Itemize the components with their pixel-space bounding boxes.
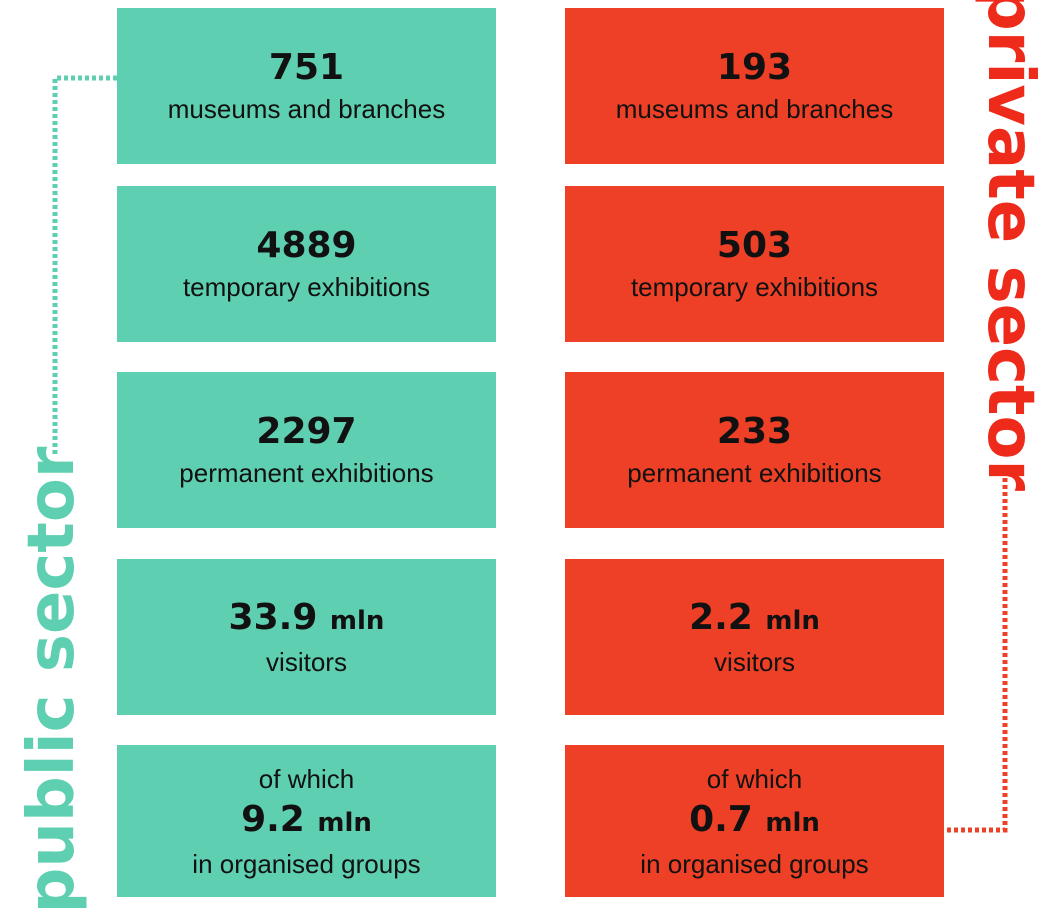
stat-unit: mln [765, 605, 820, 636]
stat-value: 2297 [256, 411, 357, 452]
stat-text: visitors [714, 646, 795, 677]
public-connector [52, 75, 117, 455]
stat-text: in organised groups [192, 848, 421, 879]
stat-value: 193 [716, 47, 793, 88]
stat-number-line: 2297 [256, 409, 356, 455]
stat-text: in organised groups [640, 848, 869, 879]
stat-number-line: 4889 [256, 223, 356, 269]
prefix: of which [258, 763, 355, 794]
stat-card: of which 9.2 mln in organised groups [117, 745, 496, 897]
stat-text: permanent exhibitions [179, 458, 434, 488]
stat-value: 9.2 [241, 798, 305, 840]
stat-number-line: 0.7 mln [689, 797, 820, 846]
stat-text: museums and branches [167, 94, 446, 124]
stat-text: visitors [266, 646, 347, 677]
stat-card: 4889 temporary exhibitions [117, 186, 496, 342]
stat-card: 2297 permanent exhibitions [117, 372, 496, 528]
stat-value: 503 [716, 225, 793, 266]
stat-value: 33.9 [228, 596, 318, 638]
stat-value: 751 [268, 47, 345, 88]
stat-number-line: 193 [717, 45, 792, 91]
stat-text: temporary exhibitions [630, 272, 879, 302]
stat-number-line: 2.2 mln [689, 595, 820, 644]
stat-card: 33.9 mln visitors [117, 559, 496, 715]
stat-card: of which 0.7 mln in organised groups [565, 745, 944, 897]
stat-value: 0.7 [689, 798, 753, 840]
stat-card: 2.2 mln visitors [565, 559, 944, 715]
stat-number-line: 751 [269, 45, 344, 91]
private-connector [944, 478, 1008, 833]
stat-value: 233 [716, 411, 793, 452]
stat-value: 4889 [256, 225, 357, 266]
prefix: of which [706, 763, 803, 794]
stat-text: permanent exhibitions [627, 458, 882, 488]
stat-card: 503 temporary exhibitions [565, 186, 944, 342]
stat-card: 751 museums and branches [117, 8, 496, 164]
stat-text: temporary exhibitions [182, 272, 431, 302]
stat-number-line: 33.9 mln [229, 595, 385, 644]
stat-card: 233 permanent exhibitions [565, 372, 944, 528]
stat-unit: mln [765, 807, 820, 838]
stat-unit: mln [329, 605, 385, 636]
stat-number-line: 503 [717, 223, 792, 269]
stat-text: museums and branches [615, 94, 894, 124]
stat-card: 193 museums and branches [565, 8, 944, 164]
private-sector-label: private sector [973, 0, 1047, 492]
public-sector-label: public sector [15, 446, 89, 913]
stat-number-line: 9.2 mln [241, 797, 372, 846]
stat-value: 2.2 [689, 596, 753, 638]
stat-unit: mln [317, 807, 372, 838]
stat-number-line: 233 [717, 409, 792, 455]
